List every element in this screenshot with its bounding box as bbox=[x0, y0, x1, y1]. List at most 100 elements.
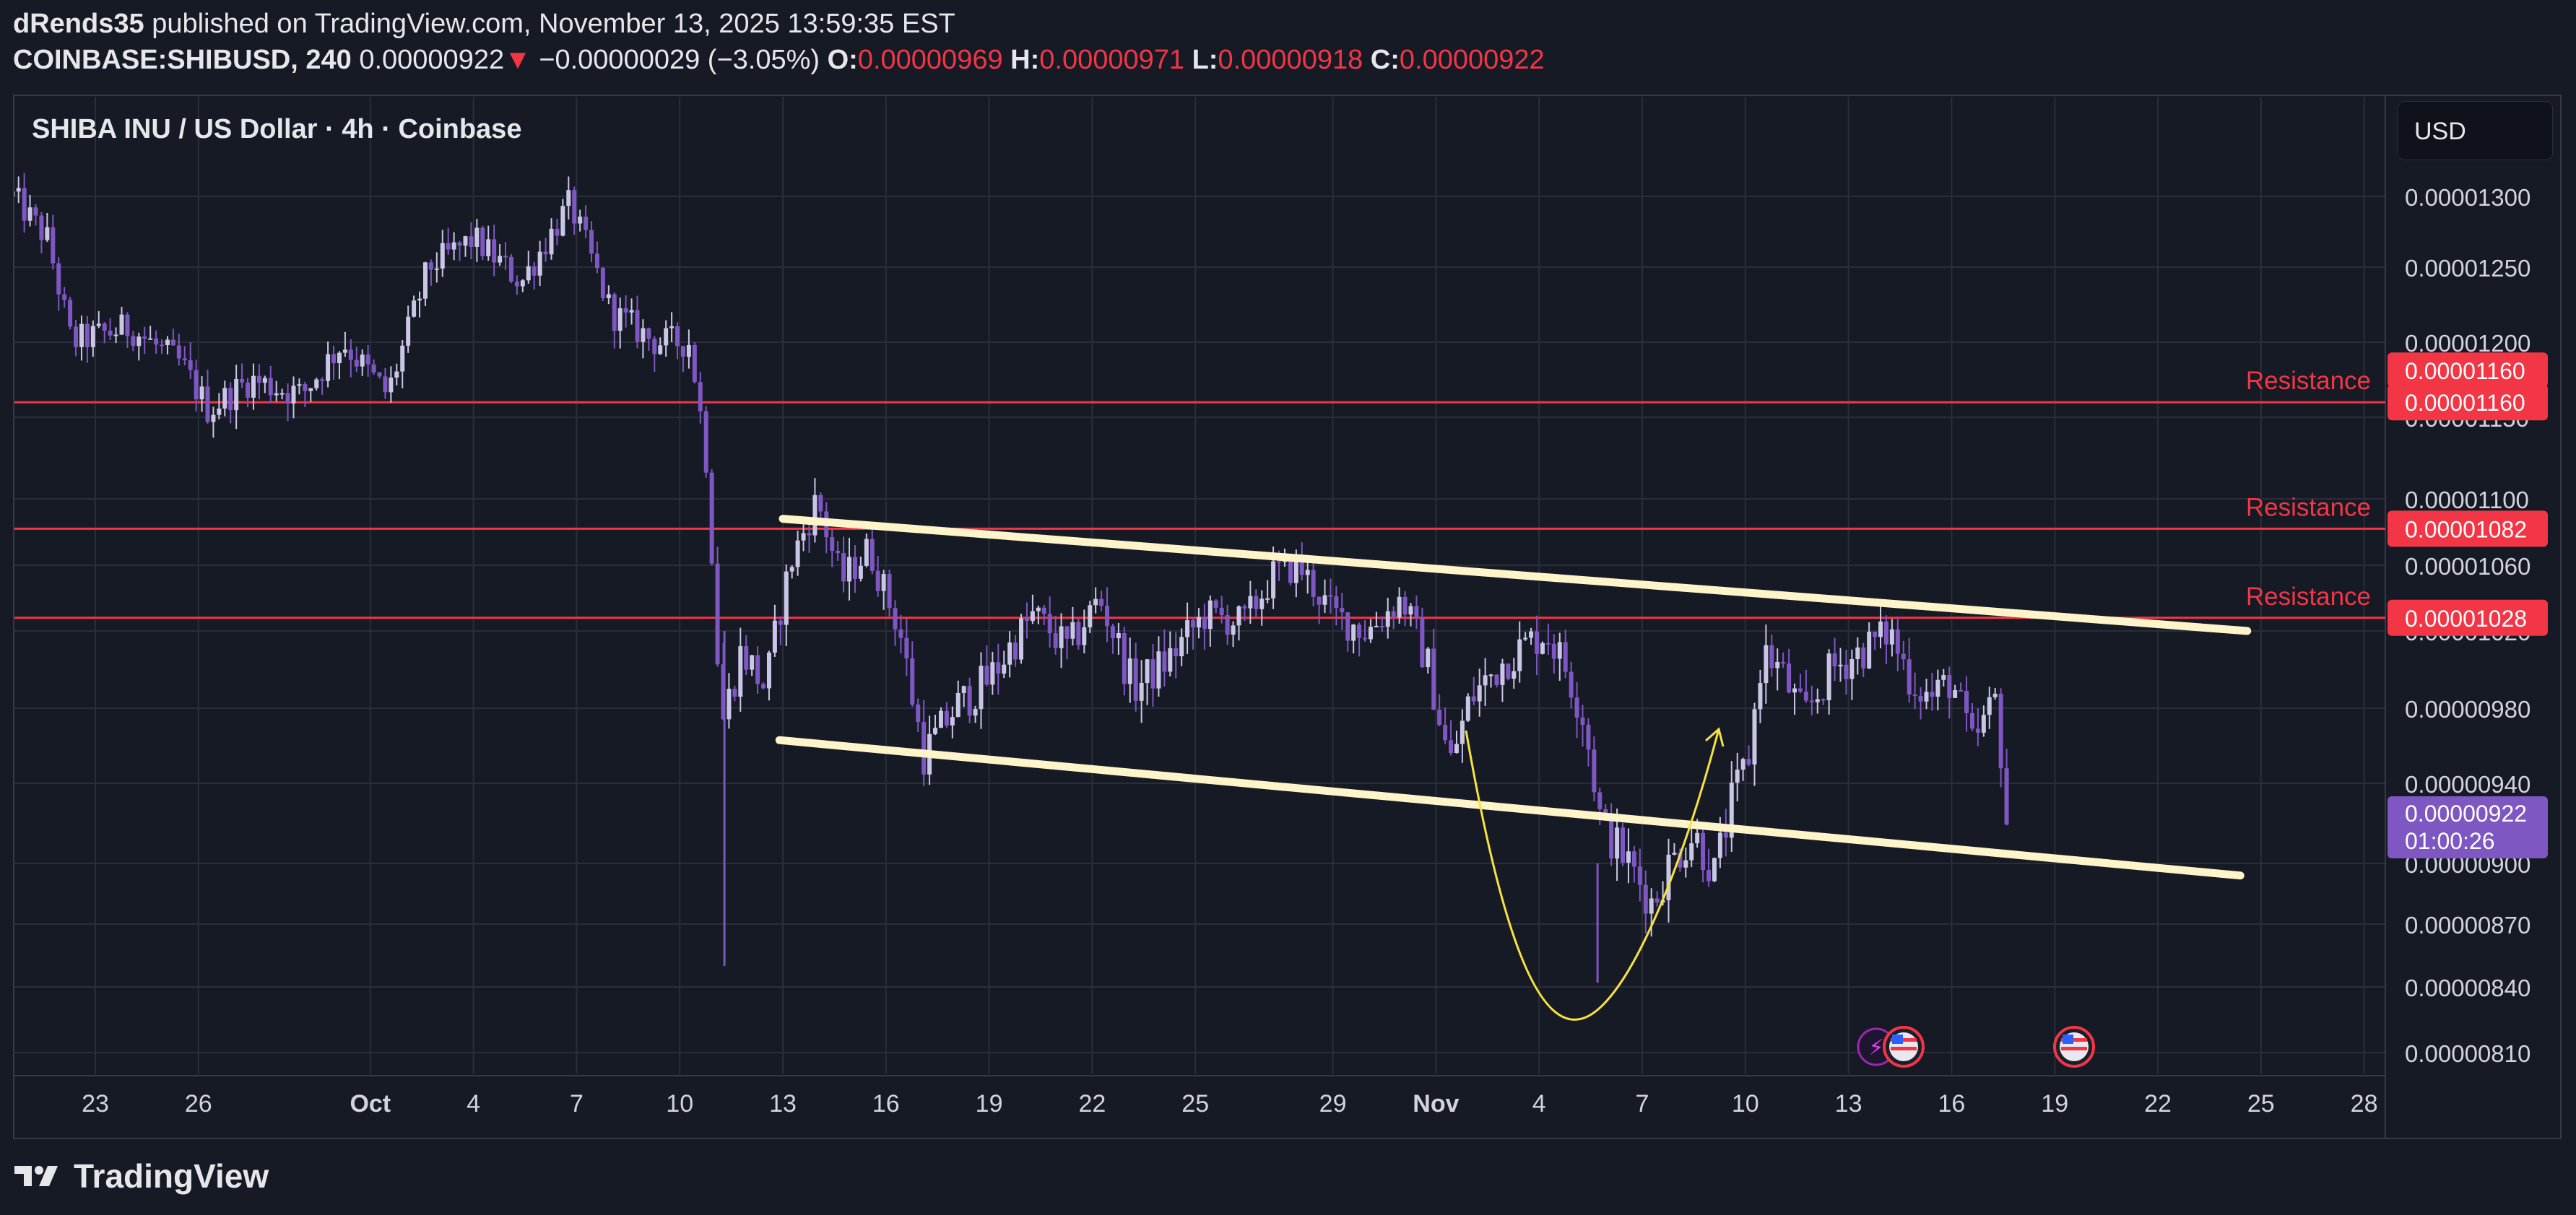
candle-body bbox=[417, 298, 422, 301]
candle-body bbox=[194, 370, 199, 400]
candle-body bbox=[337, 352, 342, 364]
candle-body bbox=[566, 190, 571, 206]
resistance-price-badge bbox=[2388, 510, 2548, 547]
channel-upper-line bbox=[779, 515, 2252, 635]
candle-body bbox=[1145, 659, 1150, 684]
candle-body bbox=[869, 539, 875, 571]
candle-body bbox=[709, 472, 714, 564]
candle-body bbox=[1529, 631, 1534, 638]
y-tick-label: 0.00001200 bbox=[2405, 330, 2531, 357]
candle-body bbox=[1535, 631, 1540, 654]
candle-body bbox=[875, 570, 880, 591]
candle-body bbox=[1254, 596, 1259, 609]
candle-body bbox=[1340, 608, 1345, 613]
candle-body bbox=[1002, 664, 1007, 674]
candle-body bbox=[1328, 595, 1333, 597]
candle-body bbox=[744, 646, 749, 670]
high-value: 0.00000971 bbox=[1039, 45, 1185, 75]
candle-body bbox=[1007, 642, 1012, 665]
resistance-price-badge bbox=[2388, 384, 2548, 421]
candle-body bbox=[594, 253, 599, 269]
candle-body bbox=[1265, 598, 1270, 600]
candle-body bbox=[646, 328, 651, 339]
brand-name: TradingView bbox=[74, 1157, 269, 1195]
candle-body bbox=[119, 314, 124, 335]
x-tick-label: 7 bbox=[570, 1090, 584, 1118]
currency-button[interactable]: USD bbox=[2398, 101, 2553, 160]
resistance-text: Resistance bbox=[2246, 367, 2371, 395]
candle-body bbox=[1775, 661, 1780, 669]
candle-body bbox=[1483, 675, 1488, 686]
candle-body bbox=[1545, 643, 1551, 645]
candle-body bbox=[228, 388, 233, 411]
candle-body bbox=[560, 206, 565, 236]
candle-body bbox=[84, 323, 90, 347]
candle-body bbox=[251, 375, 256, 398]
candle-body bbox=[606, 294, 611, 299]
candle-body bbox=[303, 384, 308, 391]
tradingview-logo[interactable]: TradingView bbox=[13, 1157, 269, 1196]
candle-body bbox=[1815, 699, 1820, 702]
candle-body bbox=[342, 349, 347, 353]
candle-body bbox=[108, 331, 113, 336]
candle-body bbox=[961, 686, 966, 693]
candle-body bbox=[176, 345, 181, 359]
resistance-price-label: 0.00001160 bbox=[2405, 358, 2525, 384]
candle-body bbox=[864, 539, 869, 566]
candle-body bbox=[532, 266, 537, 276]
candle-body bbox=[789, 567, 794, 572]
candle-body bbox=[584, 217, 589, 230]
candle-body bbox=[1013, 642, 1018, 660]
x-tick-label: 10 bbox=[1732, 1090, 1759, 1118]
candle-body bbox=[1637, 866, 1642, 885]
candle-body bbox=[422, 262, 428, 299]
countdown-label: 01:00:26 bbox=[2405, 828, 2495, 854]
candle-body bbox=[142, 336, 147, 339]
candle-body bbox=[629, 310, 634, 313]
candle-body bbox=[652, 339, 657, 354]
candle-body bbox=[1488, 674, 1493, 676]
candle-body bbox=[703, 411, 708, 473]
candle-body bbox=[555, 228, 560, 236]
candle-body bbox=[394, 371, 399, 378]
candle-body bbox=[320, 379, 325, 381]
y-tick-label: 0.00001250 bbox=[2405, 255, 2531, 282]
candle-body bbox=[658, 345, 663, 354]
candle-body bbox=[1797, 688, 1803, 692]
candle-body bbox=[623, 308, 628, 313]
candle-body bbox=[27, 207, 32, 221]
candle-body bbox=[818, 495, 823, 512]
symbol[interactable]: COINBASE:SHIBUSD, 240 bbox=[13, 45, 352, 75]
author[interactable]: dRends35 bbox=[13, 9, 144, 39]
candle-body bbox=[686, 344, 691, 357]
candle-body bbox=[1454, 744, 1459, 754]
y-tick-label: 0.00000870 bbox=[2405, 912, 2531, 939]
candle-body bbox=[732, 689, 737, 697]
flag-canton bbox=[2063, 1035, 2073, 1044]
candle-body bbox=[469, 236, 474, 247]
published-text: published on TradingView.com, November 1… bbox=[152, 9, 955, 39]
candle-body bbox=[1345, 612, 1350, 641]
resistance-price-label: 0.00001160 bbox=[2405, 390, 2525, 416]
candle-body bbox=[1517, 639, 1522, 671]
candle-body bbox=[520, 280, 525, 287]
x-tick-label: 25 bbox=[1181, 1090, 1209, 1118]
candle-body bbox=[1883, 621, 1888, 645]
candle-body bbox=[1368, 627, 1373, 640]
time-axis[interactable]: 23 26 Oct 4 7 10 13 16 19 22 25 29 Nov 4 7 10 13 16 19 22 25… bbox=[82, 1090, 2377, 1118]
candle-body bbox=[1506, 663, 1511, 679]
candle-body bbox=[1689, 843, 1694, 861]
candle-body bbox=[1712, 858, 1717, 881]
candle-body bbox=[887, 574, 892, 609]
last-price: 0.00000922 bbox=[359, 45, 505, 75]
candle-body bbox=[1500, 663, 1505, 685]
candle-body bbox=[1655, 898, 1660, 903]
candle-body bbox=[1322, 595, 1327, 605]
candle-body bbox=[256, 375, 261, 383]
candle-body bbox=[1631, 851, 1636, 867]
candle-body bbox=[589, 230, 594, 254]
event-markers[interactable]: ⚡ bbox=[1857, 1026, 2095, 1068]
candle-body bbox=[1041, 607, 1046, 614]
x-tick-label: 19 bbox=[976, 1090, 1003, 1118]
